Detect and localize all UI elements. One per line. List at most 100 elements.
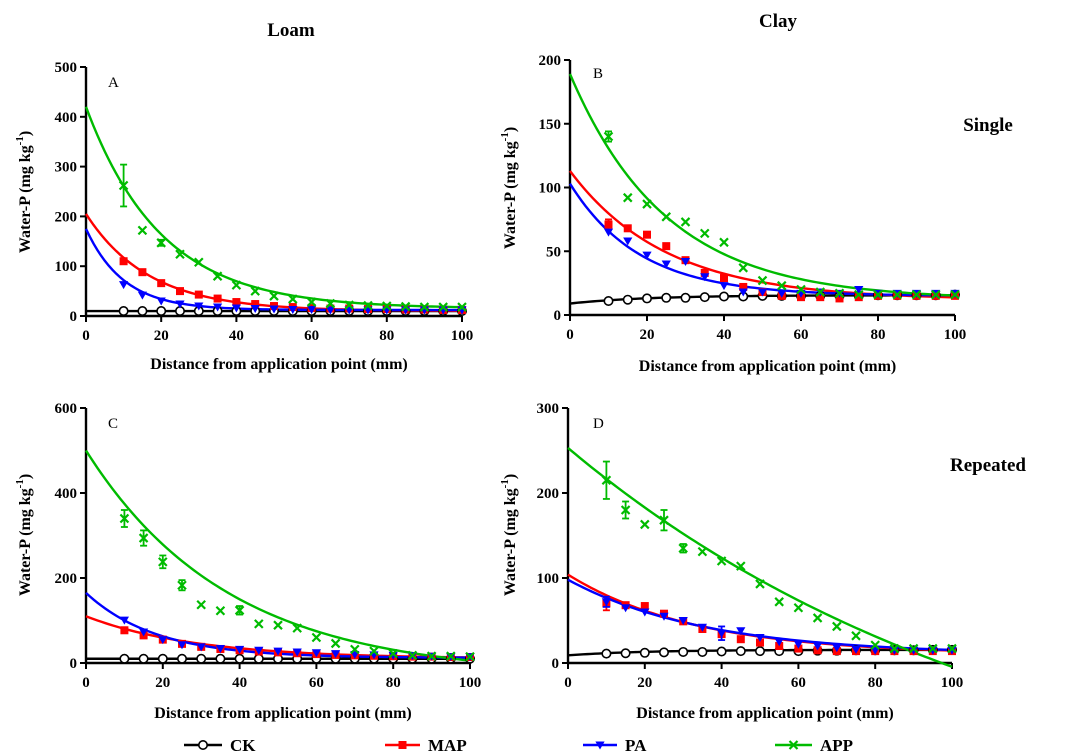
data-point-ck (138, 653, 149, 664)
data-point-app (426, 651, 437, 661)
data-point-pa (213, 303, 223, 312)
legend-item-app: APP (775, 736, 853, 755)
data-point-map (640, 602, 649, 611)
data-point-ck (639, 647, 650, 658)
legend-marker (198, 739, 209, 750)
data-point-pa (642, 251, 652, 260)
data-point-ck (716, 646, 727, 657)
data-point-app (640, 519, 650, 530)
data-point-app (306, 297, 317, 307)
data-point-app (138, 533, 149, 543)
data-point-ck (137, 306, 148, 317)
data-point-app (815, 287, 826, 297)
data-point-app (382, 301, 392, 311)
data-point-pa (325, 306, 335, 315)
legend: CK MAP PA APP (184, 736, 853, 755)
data-point-app (793, 602, 804, 613)
x-tick-label: 80 (868, 675, 883, 691)
legend-label: MAP (428, 736, 467, 755)
x-tick-label: 40 (232, 675, 247, 691)
data-point-app (388, 648, 398, 659)
x-tick-label: 60 (791, 675, 806, 691)
data-point-pa (889, 646, 899, 655)
legend-label: PA (625, 736, 647, 755)
y-tick-label: 300 (537, 401, 560, 417)
x-tick-label: 0 (566, 327, 574, 343)
data-point-ck (735, 646, 746, 657)
data-point-app (873, 289, 883, 300)
data-point-pa (719, 282, 729, 291)
data-point-app (930, 289, 941, 300)
data-point-app (311, 632, 322, 643)
data-point-pa (215, 645, 225, 654)
data-point-app (288, 294, 298, 304)
y-tick-label: 200 (539, 53, 562, 69)
data-point-app (911, 289, 922, 300)
data-point-app (231, 280, 242, 290)
x-tick-label: 20 (640, 327, 655, 343)
data-point-pa (777, 289, 787, 298)
data-point-ck (603, 295, 614, 306)
data-point-ck (661, 292, 672, 303)
data-point-ck (754, 646, 765, 657)
data-point-app (796, 284, 806, 295)
data-point-map (251, 300, 260, 309)
fit-curve-app (84, 449, 471, 662)
data-point-app (325, 298, 336, 309)
fit-curve-app (84, 106, 463, 309)
data-point-ck (678, 646, 689, 657)
data-point-app (457, 302, 467, 312)
data-point-pa (196, 643, 206, 652)
x-tick-label: 0 (82, 675, 90, 691)
data-point-pa (736, 627, 746, 636)
x-axis-label: Distance from application point (mm) (150, 356, 407, 373)
data-point-ck (119, 653, 130, 664)
y-tick-label: 0 (552, 656, 560, 672)
data-point-pa (235, 645, 245, 654)
y-tick-label: 200 (55, 209, 78, 225)
data-point-app (137, 225, 148, 236)
panel-a: 0 100 200 300 400 500 0 20 40 60 80 100 A Distance fr… (14, 60, 473, 373)
data-point-pa (288, 306, 298, 315)
data-point-ck (234, 653, 245, 664)
data-point-ck (718, 291, 729, 302)
x-tick-label: 20 (154, 328, 169, 344)
data-point-app (292, 623, 302, 633)
data-point-app (892, 289, 903, 300)
x-tick-label: 100 (451, 328, 474, 344)
data-point-pa (119, 616, 129, 625)
x-tick-label: 100 (459, 675, 482, 691)
data-point-app (369, 646, 379, 656)
data-point-app (680, 217, 691, 227)
data-point-app (407, 650, 418, 661)
x-tick-label: 60 (309, 675, 324, 691)
data-point-app (661, 212, 672, 222)
x-tick-label: 60 (794, 327, 809, 343)
panel-label: D (593, 416, 604, 432)
y-axis-label: Water-P (mg kg-1) (499, 474, 519, 596)
data-point-pa (156, 297, 166, 306)
data-point-app (716, 556, 727, 566)
data-point-pa (755, 634, 765, 642)
data-point-pa (621, 604, 631, 613)
data-point-pa (659, 612, 669, 621)
data-point-app (928, 643, 938, 654)
row-title-repeated: Repeated (950, 455, 1026, 476)
data-point-ck (680, 292, 691, 303)
x-tick-label: 100 (944, 327, 967, 343)
y-tick-label: 400 (55, 486, 78, 502)
data-point-ck (622, 294, 633, 305)
data-point-pa (678, 617, 688, 625)
data-point-pa (680, 257, 691, 266)
y-axis-label: Water-P (mg kg-1) (14, 474, 34, 596)
data-point-app (950, 289, 960, 300)
data-point-map (720, 274, 728, 283)
data-point-map (194, 290, 203, 299)
data-point-ck (157, 653, 168, 664)
data-point-pa (813, 642, 823, 651)
data-point-map (739, 282, 748, 291)
data-point-ck (641, 293, 652, 304)
y-axis-label: Water-P (mg kg-1) (499, 127, 519, 249)
data-point-app (419, 302, 430, 312)
